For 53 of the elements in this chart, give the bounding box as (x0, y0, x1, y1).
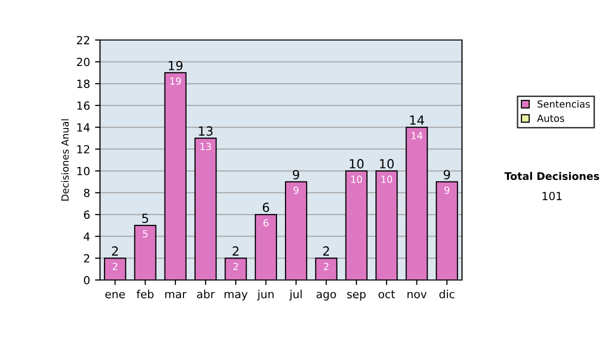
y-tick-label: 16 (77, 101, 90, 110)
x-tick-label: feb (136, 290, 154, 298)
total-label: 2 (323, 246, 329, 256)
total-label: 5 (142, 214, 148, 224)
x-tick-label: sep (347, 292, 366, 300)
total-label: 19 (168, 60, 182, 70)
data-label: 10 (351, 176, 362, 183)
y-axis-title: Decisiones Anual (61, 119, 69, 201)
total-label: 9 (444, 170, 450, 180)
total-label: 13 (199, 126, 213, 136)
total-label: 6 (262, 202, 270, 212)
x-tick-label: abr (197, 290, 215, 298)
total-label: 10 (350, 159, 364, 168)
data-label: 2 (324, 262, 328, 270)
data-label: 10 (381, 176, 392, 183)
total-label: 9 (292, 170, 300, 180)
y-tick-label: 4 (84, 232, 90, 241)
data-label: 6 (264, 219, 268, 227)
total-label: 14 (410, 116, 424, 125)
data-label: 5 (142, 230, 148, 238)
y-tick-label: 22 (76, 36, 90, 44)
total-label: 2 (112, 246, 118, 256)
x-tick-label: ago (316, 292, 336, 300)
y-tick-label: 10 (77, 166, 90, 176)
x-tick-label: jul (289, 290, 302, 300)
y-tick-label: 8 (84, 188, 90, 198)
data-label: 9 (294, 186, 298, 194)
data-label: 2 (112, 262, 118, 270)
data-label: 13 (200, 142, 211, 150)
legend-label: Sentencias (538, 100, 590, 108)
total-label: 2 (232, 246, 238, 256)
y-tick-label: 0 (84, 276, 90, 284)
legend-label: Autos (537, 114, 564, 122)
x-tick-label: nov (408, 292, 427, 298)
x-tick-label: dic (439, 290, 454, 298)
y-tick-label: 14 (77, 123, 90, 132)
y-tick-label: 12 (77, 145, 90, 154)
x-tick-label: mar (165, 292, 187, 298)
x-tick-label: ene (105, 292, 125, 298)
data-label: 14 (412, 132, 422, 140)
text: 101 (542, 192, 562, 200)
data-label: 19 (170, 77, 181, 85)
x-tick-label: may (224, 292, 248, 300)
data-label: 2 (233, 262, 238, 270)
text: Total Decisiones (504, 172, 600, 180)
data-label: 9 (444, 186, 450, 194)
y-tick-label: 20 (76, 58, 90, 66)
x-tick-label: jun (257, 290, 274, 300)
y-tick-label: 2 (84, 254, 90, 262)
y-tick-label: 6 (84, 210, 90, 219)
x-tick-label: oct (378, 290, 395, 298)
total-label: 10 (380, 159, 394, 168)
y-tick-label: 18 (77, 80, 90, 88)
